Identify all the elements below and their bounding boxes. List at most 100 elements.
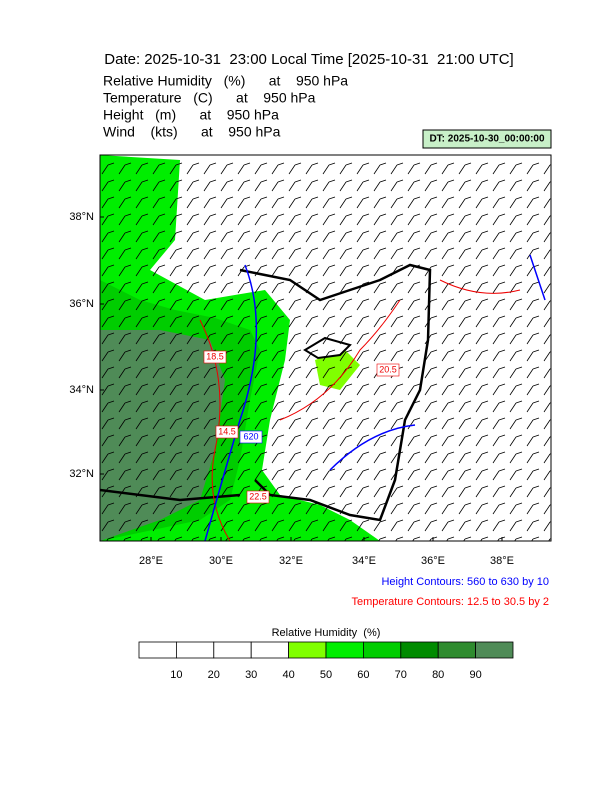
wind-barb	[390, 247, 404, 260]
wind-barb	[509, 179, 523, 192]
colorbar-label: 20	[208, 669, 220, 681]
wind-barb	[135, 434, 149, 447]
wind-barb	[118, 400, 132, 413]
wind-barb	[509, 349, 523, 362]
wind-barb	[237, 196, 251, 209]
wind-barb	[390, 281, 404, 294]
wind-barb	[101, 332, 115, 345]
wind-barb	[203, 298, 217, 311]
wind-barb	[424, 264, 438, 277]
wind-barb	[424, 383, 438, 396]
wind-barb	[220, 366, 234, 379]
wind-barb	[254, 349, 268, 362]
wind-barb	[322, 417, 336, 430]
wind-barb	[169, 196, 183, 209]
field-line: Relative Humidity (%) at 950 hPa	[103, 73, 348, 89]
wind-barb	[373, 383, 387, 396]
wind-barb	[356, 196, 370, 209]
wind-barb	[305, 315, 319, 328]
wind-barb	[509, 162, 523, 175]
wind-barb	[254, 230, 268, 243]
wind-barb	[441, 264, 455, 277]
wind-barb	[271, 519, 285, 532]
wind-barb	[118, 213, 132, 226]
wind-barb	[475, 179, 489, 192]
wind-barb	[407, 366, 421, 379]
wind-barb	[458, 213, 472, 226]
wind-barb	[288, 366, 302, 379]
wind-barb	[152, 434, 166, 447]
wind-barb	[254, 213, 268, 226]
wind-barb	[186, 162, 200, 175]
wind-barb	[458, 366, 472, 379]
wind-barb	[458, 349, 472, 362]
wind-barb	[543, 334, 551, 345]
wind-barb	[271, 468, 285, 481]
wind-barb	[237, 247, 251, 260]
wind-barb	[305, 400, 319, 413]
height-contour	[329, 424, 416, 471]
wind-barb	[271, 196, 285, 209]
wind-barb	[101, 519, 115, 532]
wind-barb	[441, 247, 455, 260]
wind-barb	[441, 519, 455, 532]
wind-barb	[101, 451, 115, 464]
wind-barb	[186, 298, 200, 311]
wind-barb	[118, 383, 132, 396]
wind-barb	[271, 349, 285, 362]
title: Date: 2025-10-31 23:00 Local Time [2025-…	[104, 51, 513, 68]
colorbar-title: Relative Humidity (%)	[272, 627, 381, 639]
colorbar-box	[475, 641, 514, 659]
wind-barb	[135, 502, 149, 515]
wind-barb	[135, 213, 149, 226]
wind-barb	[237, 417, 251, 430]
wind-barb	[135, 196, 149, 209]
wind-barb	[135, 179, 149, 192]
wind-barb	[373, 417, 387, 430]
wind-barb	[441, 196, 455, 209]
wind-barb	[407, 179, 421, 192]
wind-barb	[135, 162, 149, 175]
wind-barb	[186, 519, 200, 532]
wind-barb	[526, 247, 540, 260]
field-line: Height (m) at 950 hPa	[103, 107, 279, 123]
wind-barb	[271, 213, 285, 226]
wind-barb	[254, 196, 268, 209]
wind-barb	[424, 502, 438, 515]
wind-barb	[169, 383, 183, 396]
lon-label: 34°E	[352, 555, 376, 567]
wind-barb	[135, 247, 149, 260]
wind-barb	[101, 264, 115, 277]
wind-barb	[203, 315, 217, 328]
wind-barb	[424, 247, 438, 260]
colorbar-box	[175, 641, 215, 659]
wind-barb	[526, 213, 540, 226]
wind-barb	[169, 298, 183, 311]
wind-barb	[322, 264, 336, 277]
wind-barb	[237, 281, 251, 294]
wind-barb	[458, 332, 472, 345]
wind-barb	[492, 468, 506, 481]
island	[303, 336, 352, 360]
wind-barb	[390, 502, 404, 515]
colorbar-box	[138, 641, 177, 659]
wind-barb	[169, 519, 183, 532]
colorbar-box	[325, 641, 364, 659]
wind-barb	[543, 266, 551, 277]
wind-barb	[305, 230, 319, 243]
wind-barb	[458, 400, 472, 413]
wind-barb	[441, 332, 455, 345]
wind-barb	[373, 213, 387, 226]
colorbar-label: 10	[170, 669, 182, 681]
wind-barb	[509, 315, 523, 328]
wind-barb	[441, 400, 455, 413]
height-contour	[204, 264, 258, 541]
wind-barb	[237, 315, 251, 328]
wind-barb	[543, 249, 551, 260]
wind-barb	[186, 281, 200, 294]
wind-barb	[407, 519, 421, 532]
wind-barb	[339, 417, 353, 430]
wind-barb	[203, 332, 217, 345]
contour-label-box	[203, 350, 227, 364]
wind-barb	[169, 349, 183, 362]
